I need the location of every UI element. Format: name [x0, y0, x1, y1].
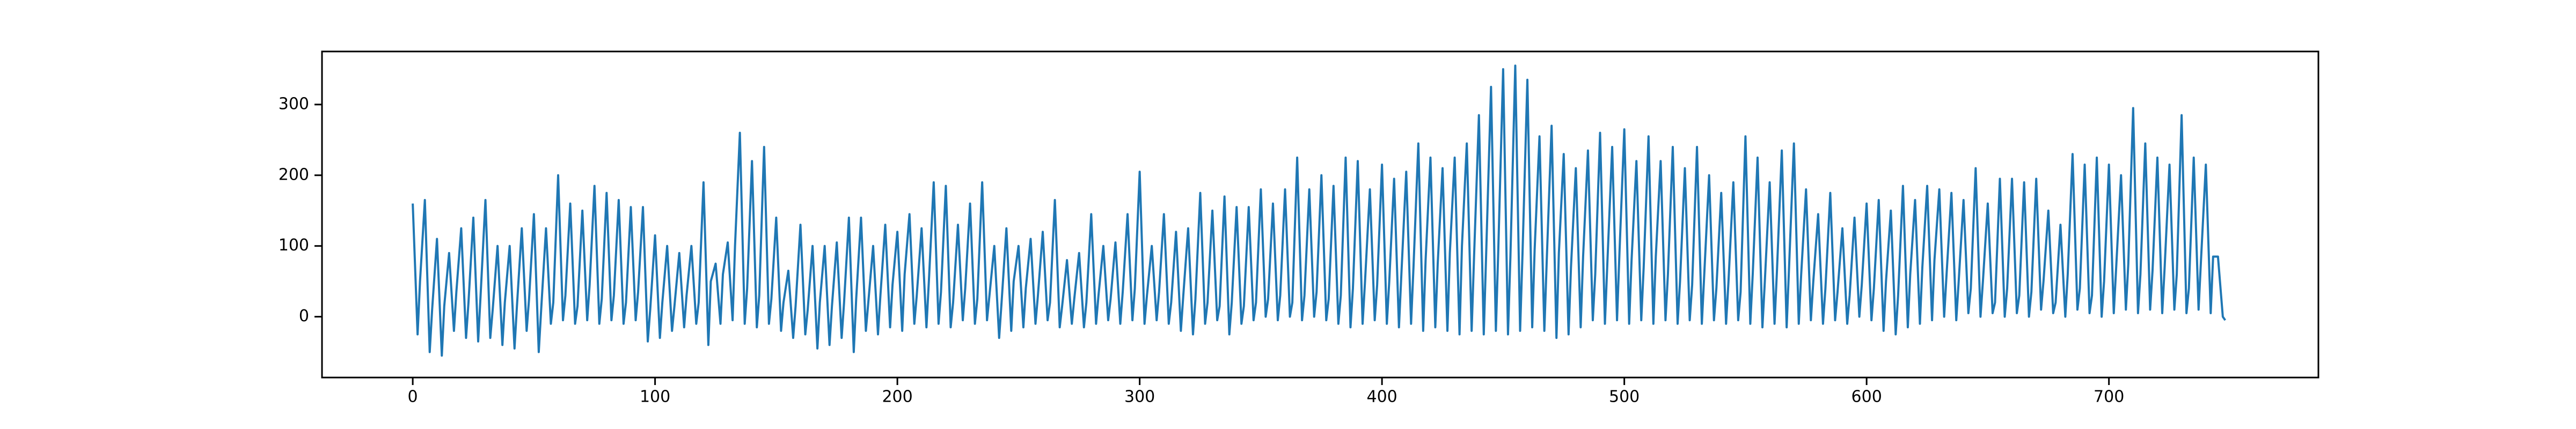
y-tick-label: 200 — [279, 165, 309, 184]
x-tick-label: 0 — [408, 388, 418, 406]
x-tick-label: 400 — [1367, 388, 1397, 406]
x-tick-label: 100 — [640, 388, 670, 406]
y-tick-label: 300 — [279, 94, 309, 113]
x-tick-label: 700 — [2094, 388, 2124, 406]
axes-frame — [321, 50, 2319, 379]
x-tick-label: 300 — [1124, 388, 1155, 406]
x-tick-label: 500 — [1609, 388, 1640, 406]
data-line — [412, 64, 2227, 357]
y-tick-label: 100 — [279, 236, 309, 255]
x-tick-label: 200 — [882, 388, 912, 406]
x-tick-label: 600 — [1851, 388, 1882, 406]
y-tick-label: 0 — [299, 307, 309, 326]
